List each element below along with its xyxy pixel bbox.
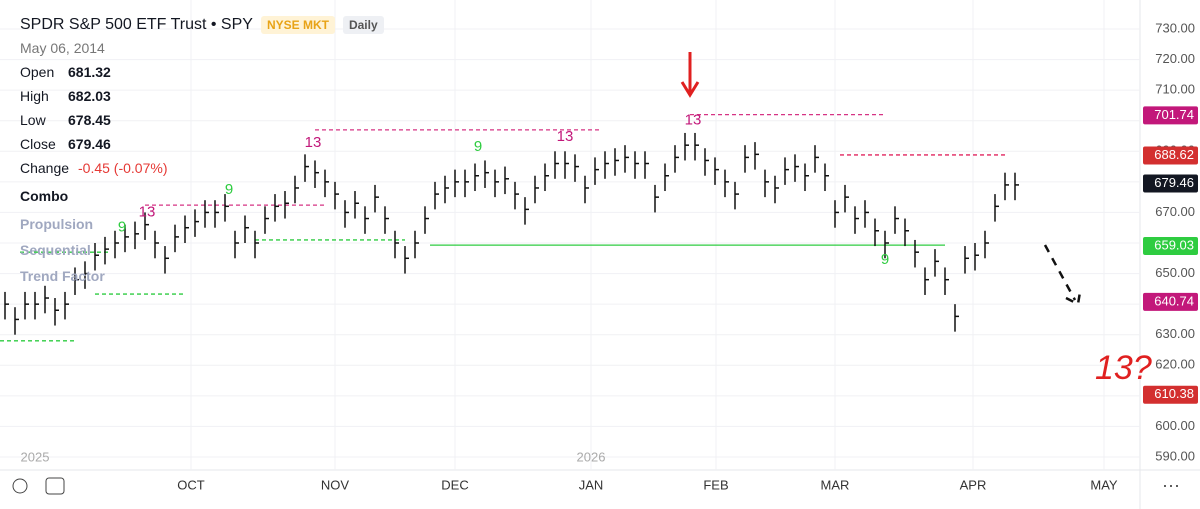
dashed-arrow [1043, 244, 1082, 306]
setup-count: 13 [685, 112, 702, 129]
y-tick-label: 720.00 [1155, 51, 1195, 66]
price-tag-label: 659.03 [1154, 237, 1194, 252]
handwritten-note: 13? [1095, 349, 1152, 387]
ohlc-value: -0.45 (-0.07%) [78, 160, 168, 176]
ohlc-value: 678.45 [68, 112, 111, 128]
date: May 06, 2014 [20, 40, 105, 56]
study-name: Trend Factor [20, 268, 105, 284]
price-tag-label: 679.46 [1154, 175, 1194, 190]
price-tag [1143, 292, 1198, 311]
study-name: Propulsion [20, 216, 94, 232]
y-tick-label: 730.00 [1155, 20, 1195, 35]
ohlc-value: 682.03 [68, 88, 111, 104]
y-tick-label: 590.00 [1155, 448, 1195, 463]
toolbar[interactable] [12, 477, 65, 495]
x-tick-label: DEC [441, 477, 468, 492]
year-label: 2025 [21, 449, 50, 464]
y-tick-label: 650.00 [1155, 265, 1195, 280]
study-name: Sequential [20, 242, 91, 258]
y-tick-label: 630.00 [1155, 326, 1195, 341]
setup-count: 9 [225, 181, 233, 198]
indicator: Combo [20, 188, 69, 204]
x-tick-label: OCT [177, 477, 205, 492]
setup-count: 13 [557, 128, 574, 145]
title: SPDR S&P 500 ETF Trust • SPY [20, 16, 253, 33]
price-tag [1143, 174, 1198, 193]
price-tag [1143, 385, 1198, 404]
y-tick-label: 600.00 [1155, 418, 1195, 433]
price-tag [1143, 236, 1198, 255]
ohlc-row: High 682.03 [20, 88, 384, 106]
ohlc-label: High [20, 88, 49, 104]
ohlc-value: 681.32 [68, 64, 111, 80]
ohlc-row: Change -0.45 (-0.07%) [20, 160, 384, 178]
y-tick-label: 670.00 [1155, 204, 1195, 219]
price-tag-label: 701.74 [1154, 107, 1194, 122]
y-tick-label: 620.00 [1155, 357, 1195, 372]
x-tick-label: APR [960, 477, 987, 492]
price-tag [1143, 146, 1198, 165]
setup-count: 13 [305, 134, 322, 151]
exchange-badge: NYSE MKT [260, 16, 335, 34]
x-tick-label: MAR [821, 477, 850, 492]
ohlc-label: Close [20, 136, 56, 152]
x-tick-label: JAN [579, 477, 604, 492]
calendar-icon[interactable] [45, 477, 65, 495]
ohlc-row: Close 679.46 [20, 136, 384, 154]
ohlc-row: Low 678.45 [20, 112, 384, 130]
x-tick-label: NOV [321, 477, 350, 492]
setup-count: 9 [118, 219, 126, 236]
price-tag-label: 688.62 [1154, 147, 1194, 162]
price-tag [1143, 106, 1198, 125]
header: SPDR S&P 500 ETF Trust • SPY NYSE MKT Da… [20, 16, 384, 284]
year-label: 2026 [577, 449, 606, 464]
setup-count: 9 [474, 138, 482, 155]
ohlc-label: Open [20, 64, 55, 80]
move-icon[interactable] [12, 478, 28, 494]
setup-count: 9 [881, 251, 889, 268]
interval-badge[interactable]: Daily [342, 16, 384, 34]
setup-count: 13 [139, 203, 156, 220]
price-tag-label: 610.38 [1154, 386, 1194, 401]
price-tag-label: 640.74 [1154, 293, 1194, 308]
x-tick-label: MAY [1090, 477, 1118, 492]
red-arrow [680, 52, 700, 98]
more-menu[interactable]: ··· [1162, 475, 1180, 495]
ohlc-row: Open 681.32 [20, 64, 384, 82]
y-tick-label: 710.00 [1155, 82, 1195, 97]
ohlc-value: 679.46 [68, 136, 111, 152]
x-tick-label: FEB [703, 477, 728, 492]
ohlc-label: Low [20, 112, 46, 128]
ohlc-label: Change [20, 160, 70, 176]
